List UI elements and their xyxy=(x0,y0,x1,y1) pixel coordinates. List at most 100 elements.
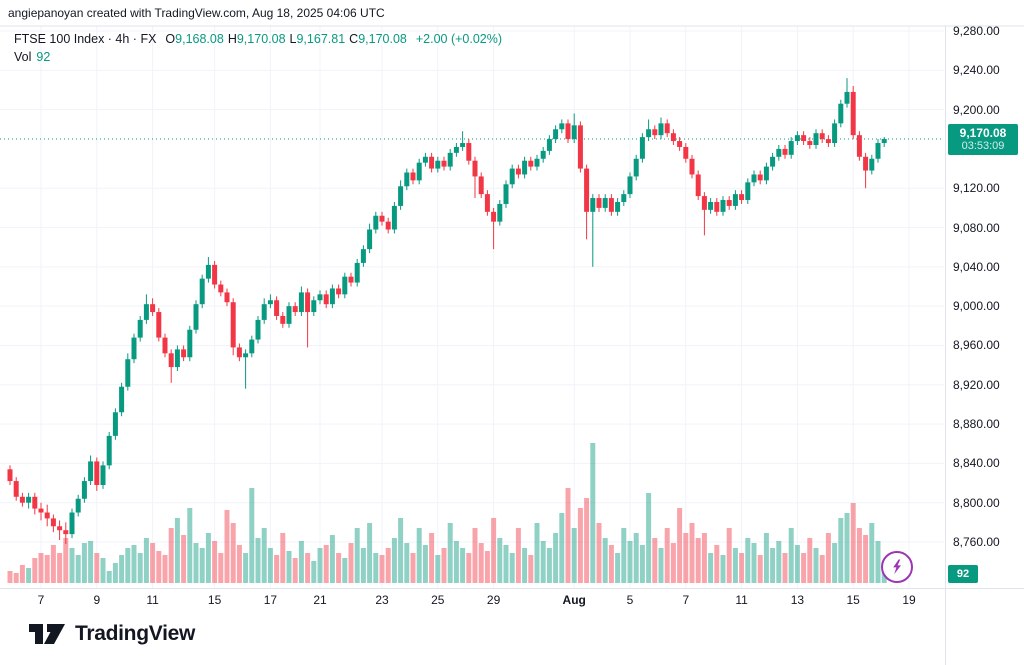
volume-bar xyxy=(199,548,205,583)
volume-bar xyxy=(627,541,633,583)
price-tick-label: 8,960.00 xyxy=(953,338,1000,353)
candle-body xyxy=(739,194,745,201)
candle-body xyxy=(491,211,497,222)
candle-body xyxy=(689,158,695,175)
volume-bar xyxy=(590,443,596,583)
candle-body xyxy=(69,512,75,535)
volume-bar xyxy=(38,553,44,583)
candle-body xyxy=(515,168,521,175)
time-tick-label: 23 xyxy=(375,593,389,607)
volume-bar xyxy=(683,533,689,583)
candle-body xyxy=(602,198,608,208)
volume-bar xyxy=(75,555,81,583)
candle-body xyxy=(336,288,342,295)
candle-body xyxy=(794,135,800,142)
candle-body xyxy=(633,158,639,177)
candle-body xyxy=(447,152,453,167)
volume-label: Vol xyxy=(14,50,32,64)
tradingview-logo[interactable]: TradingView xyxy=(28,621,195,647)
candle-body xyxy=(156,312,162,338)
volume-bar xyxy=(261,528,267,583)
candle-body xyxy=(670,133,676,142)
volume-bar xyxy=(236,545,242,583)
candle-body xyxy=(342,276,348,295)
volume-bar xyxy=(19,565,25,583)
time-tick-label: 11 xyxy=(735,593,748,607)
ohlc-key: L xyxy=(289,32,297,46)
flash-button[interactable] xyxy=(881,551,913,583)
price-axis[interactable]: 9,170.08 03:53:09 92 9,280.00 9,240.00 9,2… xyxy=(946,0,1024,665)
candle-body xyxy=(404,172,410,187)
candle-body xyxy=(732,194,738,206)
candle-body xyxy=(63,530,69,535)
candle-body xyxy=(863,156,869,171)
volume-bar xyxy=(757,555,763,583)
bar-countdown: 03:53:09 xyxy=(961,140,1005,153)
volume-bar xyxy=(497,538,503,583)
price-tick-label: 9,040.00 xyxy=(953,259,1000,274)
candle-body xyxy=(249,339,255,354)
volume-bar xyxy=(422,545,428,583)
candle-body xyxy=(32,496,38,509)
candle-body xyxy=(50,518,56,527)
volume-bar xyxy=(404,543,410,583)
volume-bar xyxy=(714,545,720,583)
candle-body xyxy=(100,465,106,486)
candle-body xyxy=(801,135,807,142)
price-tick-label: 8,920.00 xyxy=(953,377,1000,392)
time-axis[interactable]: 7 9 11 15 17 21 23 25 29 Aug 5 7 11 13 15 19 xyxy=(0,591,944,613)
candle-body xyxy=(540,150,546,159)
tradingview-logo-mark xyxy=(29,624,65,644)
volume-bar xyxy=(745,538,751,583)
volume-bar xyxy=(652,538,658,583)
candle-body xyxy=(57,526,63,531)
candle-body xyxy=(460,143,466,147)
candle-body xyxy=(627,176,633,195)
ohlc-value: 9,170.08 xyxy=(358,32,407,46)
candle-body xyxy=(88,461,94,482)
candle-body xyxy=(881,139,887,144)
volume-bar xyxy=(131,545,137,583)
volume-bar xyxy=(466,553,472,583)
volume-bar xyxy=(187,508,193,583)
candle-body xyxy=(7,469,13,482)
volume-bar xyxy=(658,548,664,583)
candle-body xyxy=(292,306,298,313)
candle-body xyxy=(664,123,670,134)
candle-body xyxy=(112,412,118,436)
volume-bar xyxy=(813,548,819,583)
candle-body xyxy=(553,129,559,140)
volume-bar xyxy=(484,551,490,583)
volume-bar xyxy=(453,541,459,583)
candle-body xyxy=(503,184,509,204)
candle-body xyxy=(38,508,44,513)
time-tick-label: 25 xyxy=(431,593,445,607)
volume-bar xyxy=(689,523,695,583)
candle-body xyxy=(367,229,373,250)
volume-bar xyxy=(342,558,348,583)
candle-body xyxy=(763,166,769,181)
volume-bar xyxy=(546,548,552,583)
volume-bar xyxy=(788,528,794,583)
candle-body xyxy=(708,201,714,210)
candle-body xyxy=(360,249,366,263)
candle-body xyxy=(243,353,249,358)
price-tick-label: 8,840.00 xyxy=(953,456,1000,471)
time-tick-label: 19 xyxy=(902,593,916,607)
volume-bar xyxy=(168,528,174,583)
volume-bar xyxy=(726,528,732,583)
ohlc-key: C xyxy=(349,32,359,46)
price-tick-label: 9,280.00 xyxy=(953,24,1000,38)
candle-body xyxy=(745,182,751,201)
volume-bar xyxy=(528,555,534,583)
volume-bar xyxy=(181,535,187,583)
candle-body xyxy=(522,160,528,175)
candle-body xyxy=(546,139,552,151)
candle-body xyxy=(608,198,614,212)
volume-bar xyxy=(348,543,354,583)
symbol-title[interactable]: FTSE 100 Index · 4h · FX xyxy=(14,32,157,46)
candle-body xyxy=(565,123,571,140)
candle-body xyxy=(348,276,354,283)
volume-bar xyxy=(274,555,280,583)
